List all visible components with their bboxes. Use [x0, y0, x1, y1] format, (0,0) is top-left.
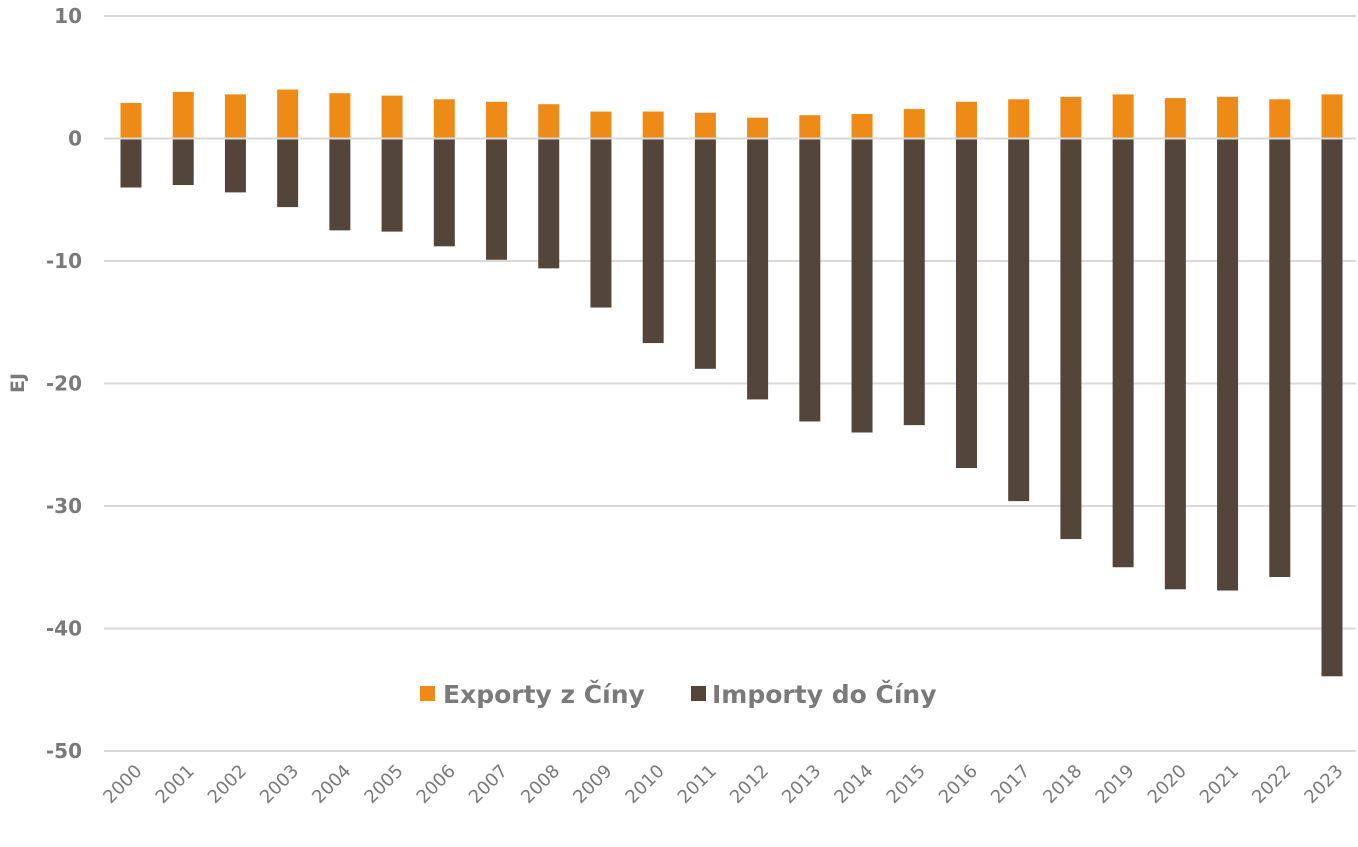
x-tick-label: 2009: [569, 761, 616, 808]
bar-imports-2010: [642, 139, 664, 344]
x-tick-label: 2004: [308, 761, 355, 808]
x-tick-label: 2018: [1039, 761, 1086, 808]
x-tick-label: 2006: [413, 761, 460, 808]
bar-exports-2023: [1321, 94, 1343, 138]
x-tick-label: 2005: [360, 761, 407, 808]
bar-exports-2014: [851, 114, 873, 138]
bar-imports-2019: [1112, 139, 1134, 568]
bar-imports-2013: [799, 139, 821, 422]
y-tick-label: 0: [68, 127, 82, 151]
bar-imports-2011: [694, 139, 716, 369]
y-tick-label: -40: [46, 617, 82, 641]
x-tick-label: 2013: [778, 761, 825, 808]
bar-imports-2021: [1217, 139, 1239, 591]
bar-exports-2006: [433, 99, 455, 138]
bar-exports-2007: [486, 101, 508, 138]
x-axis-ticks: 2000 2001 2002 2003 2004 2005 2006 2007 2008 2009…: [99, 761, 1347, 808]
bar-exports-2021: [1217, 96, 1239, 138]
legend-label-exports: Exporty z Číny: [443, 679, 645, 709]
bar-exports-2003: [277, 89, 299, 138]
bar-imports-2017: [1008, 139, 1030, 502]
x-tick-label: 2012: [726, 761, 773, 808]
x-tick-label: 2017: [987, 761, 1034, 808]
bar-exports-2011: [694, 112, 716, 138]
y-axis-ticks: 10 0 -10 -20 -30 -40 -50: [46, 4, 82, 763]
legend-swatch-imports: [691, 686, 706, 701]
y-tick-label: -50: [46, 739, 82, 763]
x-tick-label: 2020: [1144, 761, 1191, 808]
bar-imports-2001: [172, 139, 194, 186]
bar-imports-2020: [1164, 139, 1186, 590]
x-tick-label: 2019: [1091, 761, 1138, 808]
bar-imports-2015: [903, 139, 925, 426]
bar-imports-2005: [381, 139, 403, 232]
x-tick-label: 2010: [621, 761, 668, 808]
bar-exports-2018: [1060, 96, 1082, 138]
bar-exports-2004: [329, 93, 351, 138]
bar-imports-2006: [433, 139, 455, 247]
x-tick-label: 2023: [1300, 761, 1347, 808]
x-tick-label: 2002: [204, 761, 251, 808]
bars: [120, 89, 1343, 677]
gridlines: [104, 15, 1356, 752]
bar-imports-2022: [1269, 139, 1291, 578]
bar-exports-2013: [799, 115, 821, 138]
y-axis-label: EJ: [7, 373, 29, 393]
bar-exports-2019: [1112, 94, 1134, 138]
bar-imports-2023: [1321, 139, 1343, 677]
bar-imports-2004: [329, 139, 351, 231]
legend-label-imports: Importy do Číny: [712, 679, 937, 709]
bar-exports-2022: [1269, 99, 1291, 138]
legend: Exporty z Číny Importy do Číny: [420, 679, 937, 709]
bar-imports-2003: [277, 139, 299, 208]
bar-exports-2009: [590, 111, 612, 138]
bar-imports-2000: [120, 139, 142, 188]
bar-imports-2002: [224, 139, 246, 193]
x-tick-label: 2022: [1248, 761, 1295, 808]
x-tick-label: 2014: [830, 761, 877, 808]
bar-imports-2009: [590, 139, 612, 308]
y-tick-label: -10: [46, 249, 82, 273]
x-tick-label: 2007: [465, 761, 512, 808]
x-tick-label: 2021: [1196, 761, 1243, 808]
x-tick-label: 2001: [152, 761, 199, 808]
x-tick-label: 2015: [883, 761, 930, 808]
bar-imports-2018: [1060, 139, 1082, 540]
x-tick-label: 2016: [935, 761, 982, 808]
bar-exports-2017: [1008, 99, 1030, 138]
bar-exports-2015: [903, 109, 925, 138]
y-tick-label: -30: [46, 494, 82, 518]
x-tick-label: 2000: [99, 761, 146, 808]
bar-imports-2007: [486, 139, 508, 260]
x-tick-label: 2003: [256, 761, 303, 808]
bar-exports-2016: [955, 101, 977, 138]
bar-exports-2001: [172, 91, 194, 138]
bar-exports-2010: [642, 111, 664, 138]
bar-exports-2000: [120, 102, 142, 138]
bar-exports-2005: [381, 95, 403, 138]
bar-imports-2016: [955, 139, 977, 469]
bar-exports-2012: [747, 117, 769, 138]
bar-imports-2008: [538, 139, 560, 269]
bar-imports-2014: [851, 139, 873, 433]
x-tick-label: 2008: [517, 761, 564, 808]
legend-swatch-exports: [420, 686, 435, 701]
bar-exports-2008: [538, 104, 560, 138]
bar-exports-2002: [224, 94, 246, 138]
bar-imports-2012: [747, 139, 769, 400]
y-tick-label: -20: [46, 372, 82, 396]
y-tick-label: 10: [54, 4, 82, 28]
x-tick-label: 2011: [674, 761, 721, 808]
bar-exports-2020: [1164, 98, 1186, 138]
